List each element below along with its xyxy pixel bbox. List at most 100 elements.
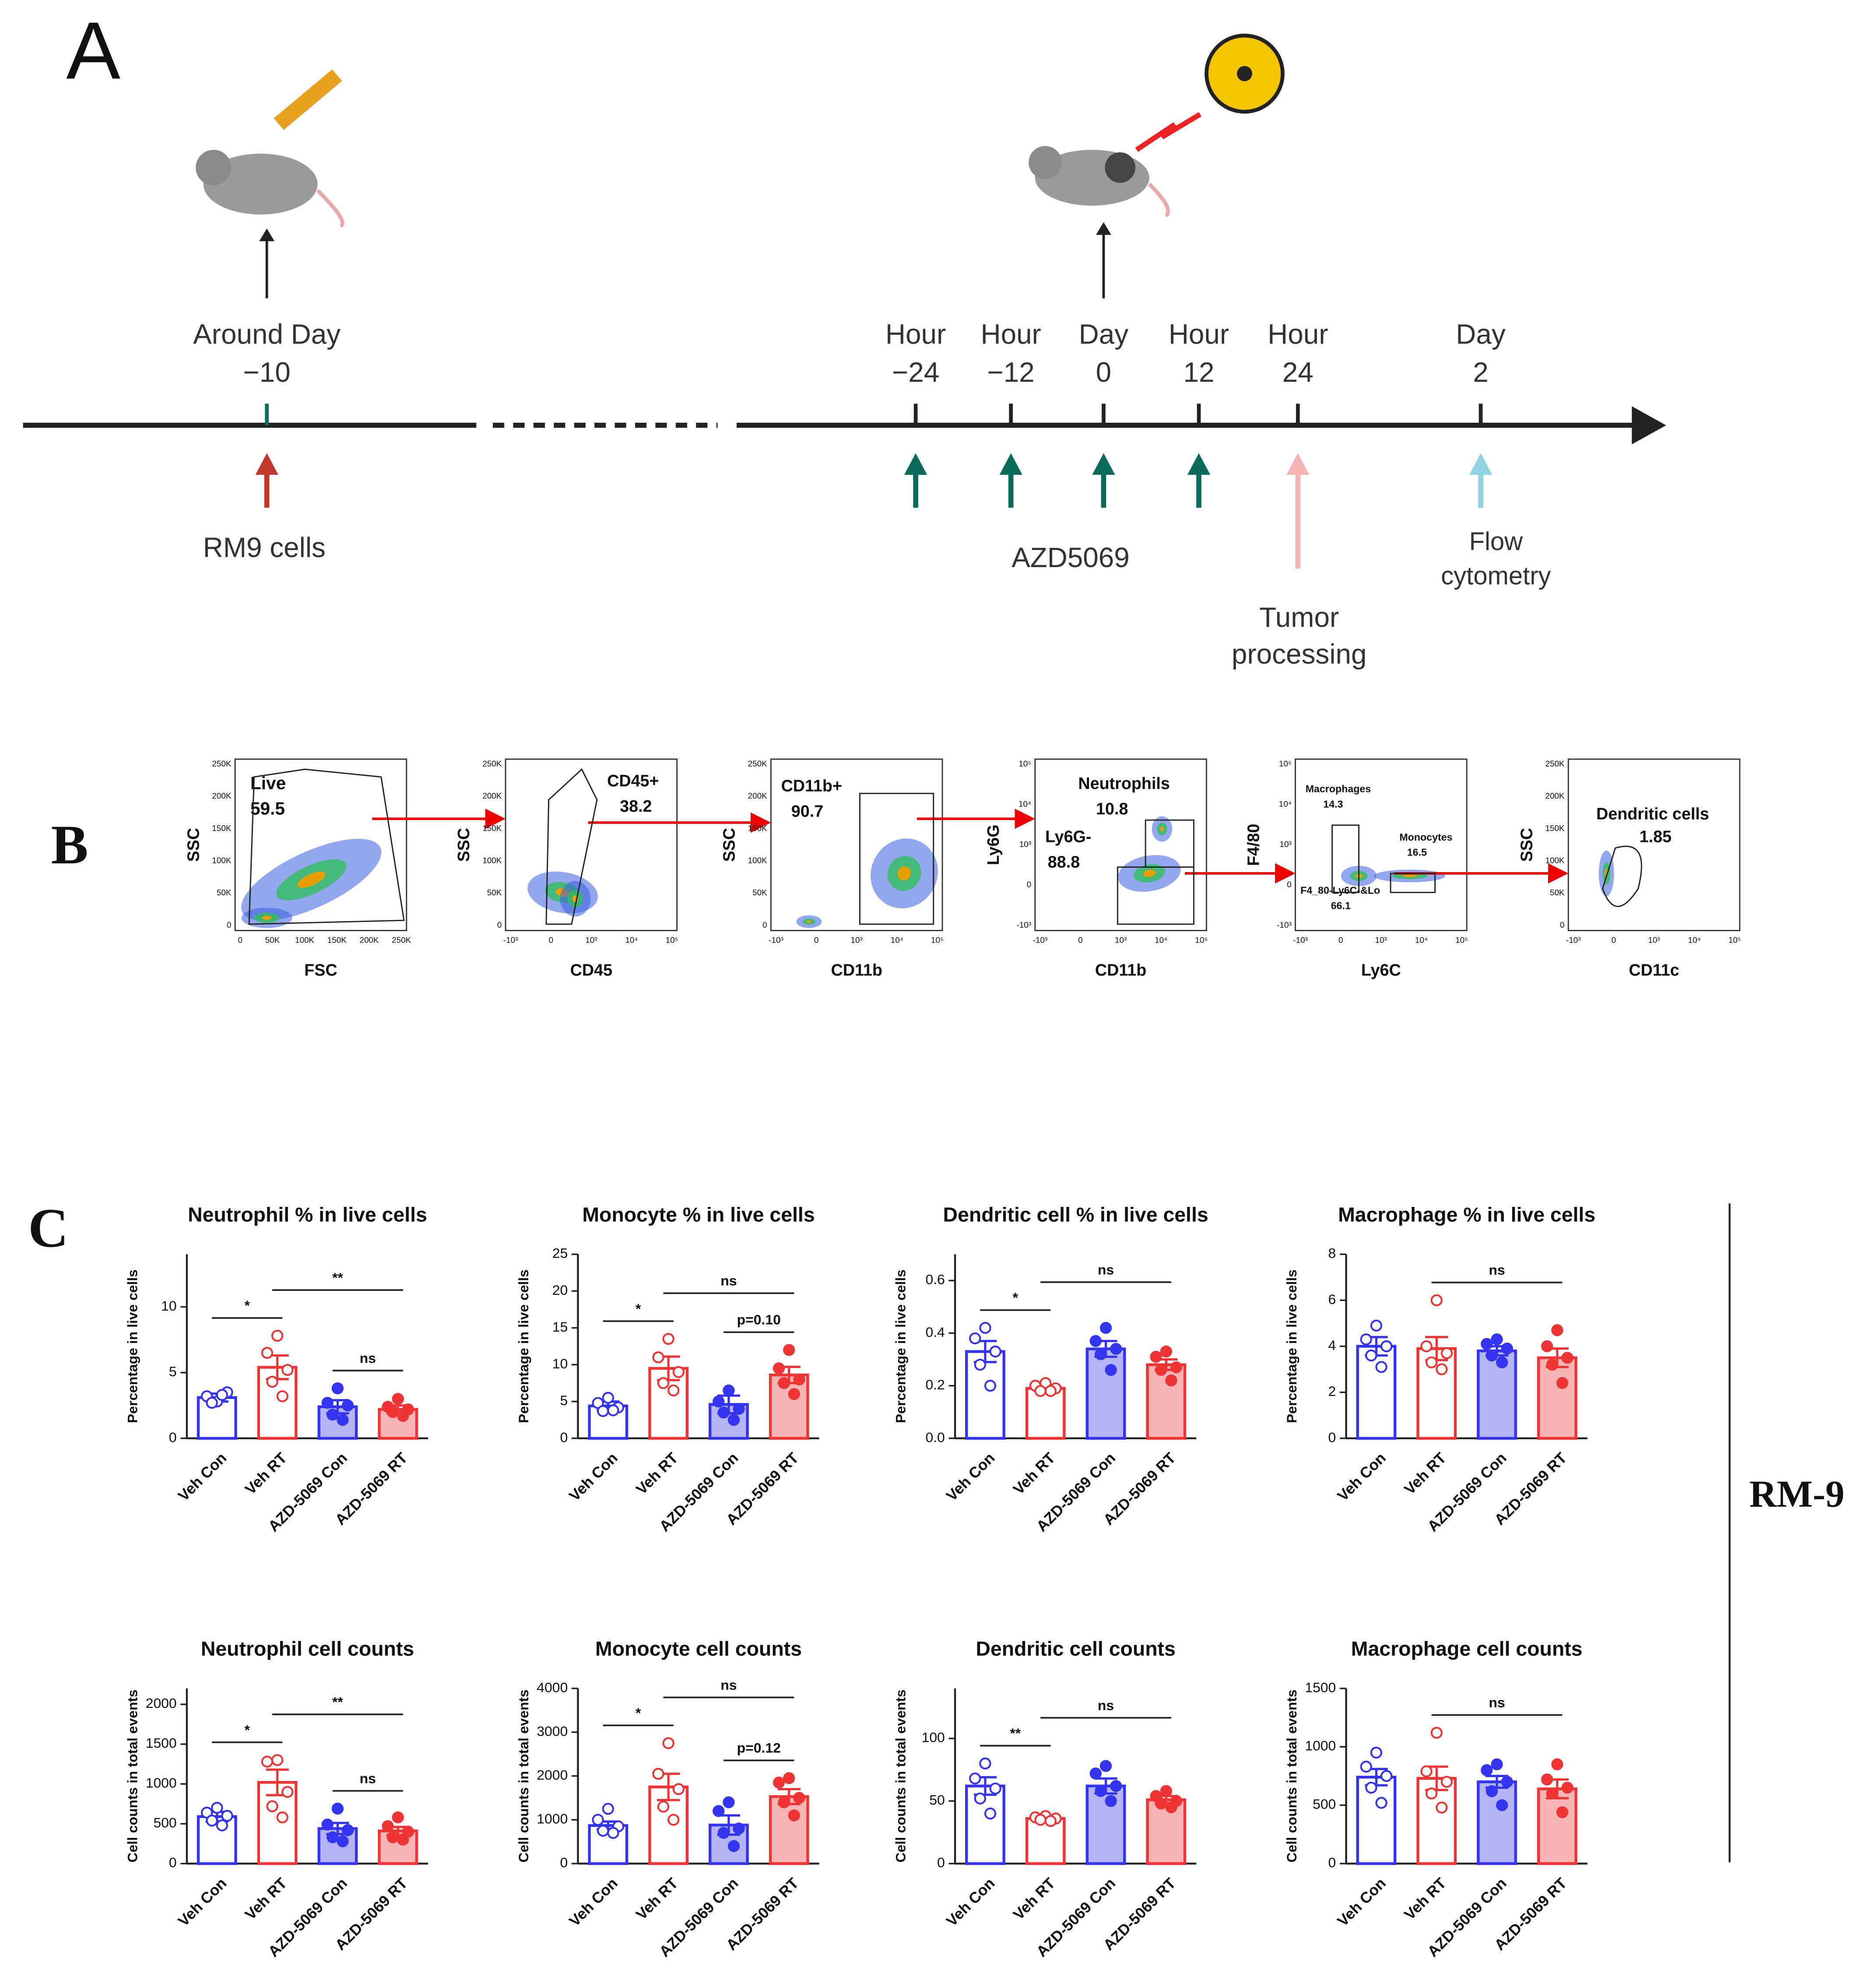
data-point [1541, 1340, 1553, 1353]
timeline-tick-label: Day [1079, 319, 1129, 350]
data-point [327, 1409, 339, 1421]
flow-x-tick-label: 10³ [1115, 936, 1127, 945]
chart-title: Neutrophil % in live cells [188, 1203, 427, 1226]
flow-y-tick-label: 50K [752, 888, 767, 897]
y-tick-label: 0 [169, 1855, 177, 1870]
timeline-tick-label: 2 [1473, 357, 1489, 388]
timeline-tick-label: 24 [1282, 357, 1314, 388]
data-point [657, 1377, 670, 1389]
data-point [1099, 1322, 1112, 1334]
data-point [331, 1382, 344, 1395]
timeline-arrowhead [999, 453, 1022, 475]
flow-y-tick-label: 150K [1545, 824, 1564, 833]
flow-y-tick-label: 10⁵ [1019, 759, 1031, 768]
data-point [969, 1332, 981, 1345]
x-tick-label: Veh RT [633, 1875, 681, 1923]
y-tick-label: 5 [560, 1392, 568, 1408]
data-point [1486, 1785, 1498, 1797]
flow-gate [1602, 845, 1642, 907]
data-point [773, 1776, 785, 1789]
flow-y-tick-label: 250K [1545, 759, 1564, 768]
data-point [1105, 1795, 1117, 1807]
data-point [341, 1824, 354, 1836]
data-point [1155, 1797, 1167, 1810]
timeline-tick-label: Hour [885, 319, 946, 350]
y-tick-label: 5 [169, 1364, 177, 1379]
x-tick-label: Veh RT [242, 1449, 290, 1498]
data-point [783, 1772, 795, 1785]
data-point [989, 1345, 1001, 1358]
flow-x-tick-label: 10⁵ [666, 936, 678, 945]
data-point [1561, 1352, 1573, 1364]
flow-y-tick-label: 0 [1027, 880, 1031, 889]
y-tick-label: 0 [560, 1855, 568, 1870]
x-tick-label: Veh Con [175, 1449, 230, 1504]
y-axis-label: Percentage in live cells [516, 1269, 531, 1423]
bar [648, 1785, 689, 1865]
timeline-tick-label: −10 [243, 357, 291, 388]
data-point [672, 1366, 685, 1378]
data-point [1365, 1349, 1377, 1362]
y-tick-label: 0 [1328, 1855, 1336, 1870]
x-tick-label: Veh RT [242, 1875, 290, 1923]
data-point [261, 1346, 274, 1359]
gate-value: 10.8 [1096, 799, 1128, 818]
timeline-tick-label: −12 [987, 357, 1035, 388]
significance-label: ns [1098, 1697, 1114, 1713]
data-point [652, 1767, 664, 1780]
flow-x-tick-label: 10⁴ [1688, 936, 1701, 945]
flow-x-tick-label: 10⁵ [931, 936, 944, 945]
y-tick-label: 0 [1328, 1429, 1336, 1445]
bar [1356, 1776, 1397, 1865]
data-point [667, 1813, 680, 1826]
timeline-labels: Around Day −10 Hour −24 Hour −12 Day 0 Hour 12 Hou… [193, 319, 1551, 670]
timeline-arrowhead [1469, 453, 1493, 475]
data-point [1044, 1815, 1057, 1827]
data-point [733, 1402, 745, 1415]
flow-density [1143, 870, 1156, 877]
data-point [984, 1380, 997, 1392]
y-tick-label: 0 [937, 1855, 945, 1870]
y-tick-label: 2000 [146, 1695, 177, 1711]
data-point [206, 1397, 218, 1409]
flow-x-tick-label: 50K [265, 936, 280, 945]
gate-name: Monocytes [1399, 831, 1452, 843]
flow-gate [248, 768, 405, 925]
timeline-tick-label: Day [1456, 319, 1506, 350]
data-point [1165, 1374, 1177, 1387]
y-axis-label: Cell counts in total events [516, 1690, 531, 1862]
significance-label: ns [1489, 1262, 1505, 1278]
data-point [1110, 1343, 1122, 1355]
timeline-note: Tumor [1259, 602, 1339, 633]
panel-label: B [51, 813, 88, 876]
significance-label: * [1013, 1290, 1019, 1305]
flow-x-tick-label: 150K [327, 936, 347, 945]
data-point [1099, 1760, 1112, 1772]
significance-label: ns [1098, 1262, 1114, 1277]
flow-x-tick-label: 10⁵ [1195, 936, 1208, 945]
flow-y-tick-label: 10⁴ [1279, 799, 1292, 809]
chart-title: Dendritic cell % in live cells [943, 1203, 1208, 1226]
timeline-tick-label: 0 [1096, 357, 1112, 388]
x-tick-label: Veh RT [1010, 1449, 1058, 1498]
flow-x-tick-label: 0 [549, 936, 553, 945]
gate-name: Macrophages [1306, 783, 1371, 795]
bar [1146, 1363, 1187, 1440]
flow-y-label: F4/80 [1244, 824, 1263, 866]
data-point [1551, 1758, 1563, 1771]
data-point [1360, 1333, 1372, 1346]
flow-x-tick-label: -10³ [769, 936, 783, 945]
data-point [1380, 1770, 1393, 1782]
data-point [1089, 1335, 1102, 1347]
flow-gate [1117, 866, 1194, 925]
timeline-tick-label: Around Day [193, 319, 341, 350]
x-tick-label: Veh RT [633, 1449, 681, 1498]
data-point [1425, 1787, 1438, 1800]
data-point [321, 1818, 334, 1831]
significance-label: ** [1010, 1725, 1021, 1741]
data-point [1440, 1776, 1453, 1788]
flow-y-label: SSC [184, 828, 202, 862]
data-point [1481, 1338, 1493, 1350]
gate-value: 66.1 [1331, 900, 1351, 911]
